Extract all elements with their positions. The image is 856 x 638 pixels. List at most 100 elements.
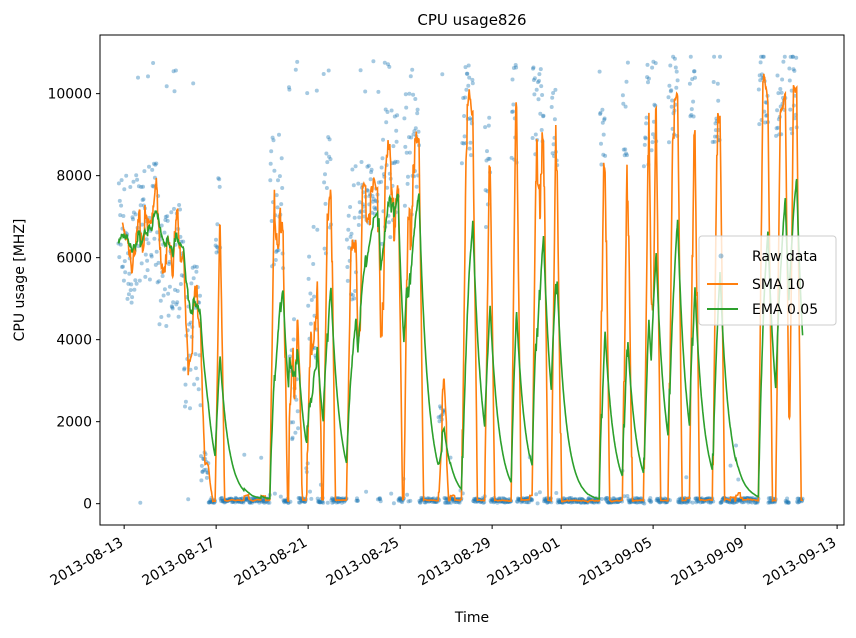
raw-data-point xyxy=(214,244,219,249)
raw-data-point xyxy=(668,89,673,94)
raw-data-point xyxy=(557,500,562,505)
raw-data-point xyxy=(730,500,735,505)
raw-data-point xyxy=(471,499,476,504)
raw-data-point xyxy=(481,500,486,505)
raw-data-point xyxy=(344,237,349,242)
raw-data-point xyxy=(554,491,559,495)
raw-data-point xyxy=(282,499,286,504)
raw-data-point xyxy=(692,69,697,74)
raw-data-point xyxy=(272,168,277,173)
raw-data-point xyxy=(675,78,680,83)
raw-data-point xyxy=(407,150,412,155)
raw-data-point xyxy=(666,95,671,100)
raw-data-point xyxy=(549,105,554,109)
raw-data-point xyxy=(368,177,373,182)
legend-entry-sma: SMA 10 xyxy=(707,277,805,293)
raw-data-point xyxy=(698,500,703,505)
raw-data-point xyxy=(296,426,301,431)
raw-data-point xyxy=(442,496,447,500)
raw-data-point xyxy=(706,500,711,505)
raw-data-point xyxy=(693,496,698,501)
raw-data-point xyxy=(656,497,660,501)
raw-data-point xyxy=(131,217,135,222)
raw-data-point xyxy=(261,499,266,504)
raw-data-point xyxy=(796,496,801,501)
raw-data-point xyxy=(757,73,762,78)
raw-data-point xyxy=(392,114,397,119)
plot-frame xyxy=(99,34,845,526)
raw-data-point xyxy=(716,98,721,103)
raw-data-point xyxy=(448,500,453,505)
raw-data-point xyxy=(175,289,180,293)
raw-data-point xyxy=(204,475,209,480)
raw-data-point xyxy=(450,497,455,502)
raw-data-point xyxy=(655,498,660,503)
raw-data-point xyxy=(792,68,797,73)
raw-data-point xyxy=(118,242,123,247)
raw-data-point xyxy=(519,500,524,505)
raw-data-point xyxy=(345,278,350,283)
raw-data-point xyxy=(200,469,205,474)
raw-data-point xyxy=(388,235,393,240)
raw-data-point xyxy=(443,496,448,501)
raw-data-point xyxy=(710,140,715,144)
raw-data-point xyxy=(409,135,414,140)
raw-data-point xyxy=(183,399,188,404)
raw-data-point xyxy=(470,81,475,86)
raw-data-point xyxy=(382,60,387,65)
raw-data-point xyxy=(119,203,124,208)
raw-data-point xyxy=(444,497,449,502)
raw-data-point xyxy=(695,496,700,501)
raw-data-point xyxy=(625,60,630,65)
raw-data-point xyxy=(405,492,410,497)
raw-data-point xyxy=(418,498,423,503)
raw-data-point xyxy=(694,500,699,505)
raw-data-point xyxy=(373,198,378,203)
raw-data-point xyxy=(597,69,602,74)
legend: Raw data SMA 10 EMA 0.05 xyxy=(698,235,837,326)
raw-data-point xyxy=(400,500,405,505)
raw-data-point xyxy=(272,491,277,496)
raw-data-point xyxy=(295,59,300,64)
raw-data-point xyxy=(178,282,183,286)
raw-data-point xyxy=(287,87,292,92)
raw-data-point xyxy=(334,500,339,505)
raw-data-point xyxy=(317,500,322,505)
raw-data-point xyxy=(711,80,716,84)
raw-data-point xyxy=(483,188,488,193)
raw-data-point xyxy=(121,214,126,218)
raw-data-point xyxy=(511,109,515,114)
raw-data-point xyxy=(687,81,692,86)
raw-data-point xyxy=(534,87,539,92)
raw-data-point xyxy=(323,172,327,177)
raw-data-point xyxy=(758,78,763,83)
raw-data-point xyxy=(782,54,787,59)
raw-data-point xyxy=(166,291,171,296)
raw-data-point xyxy=(768,496,773,501)
raw-data-point xyxy=(579,500,584,505)
raw-data-point xyxy=(355,498,360,503)
raw-data-point xyxy=(117,198,122,203)
raw-data-point xyxy=(325,500,330,505)
raw-data-point xyxy=(647,498,652,503)
raw-data-point xyxy=(514,65,519,70)
raw-data-point xyxy=(511,102,516,107)
raw-data-point xyxy=(192,264,197,269)
raw-data-point xyxy=(159,223,164,228)
raw-data-point xyxy=(217,184,222,189)
raw-data-point xyxy=(656,499,661,504)
raw-data-point xyxy=(626,498,631,503)
raw-data-point xyxy=(419,497,424,502)
raw-data-point xyxy=(746,499,751,504)
raw-data-point xyxy=(415,111,420,116)
raw-data-point xyxy=(405,181,410,186)
raw-data-point xyxy=(117,255,122,260)
raw-data-point xyxy=(483,125,488,130)
raw-data-point xyxy=(736,477,741,482)
raw-data-point xyxy=(193,366,198,371)
raw-data-point xyxy=(126,281,131,286)
raw-data-point xyxy=(651,132,655,137)
raw-data-point xyxy=(645,75,650,80)
raw-data-point xyxy=(497,496,502,501)
raw-data-point xyxy=(140,198,145,202)
